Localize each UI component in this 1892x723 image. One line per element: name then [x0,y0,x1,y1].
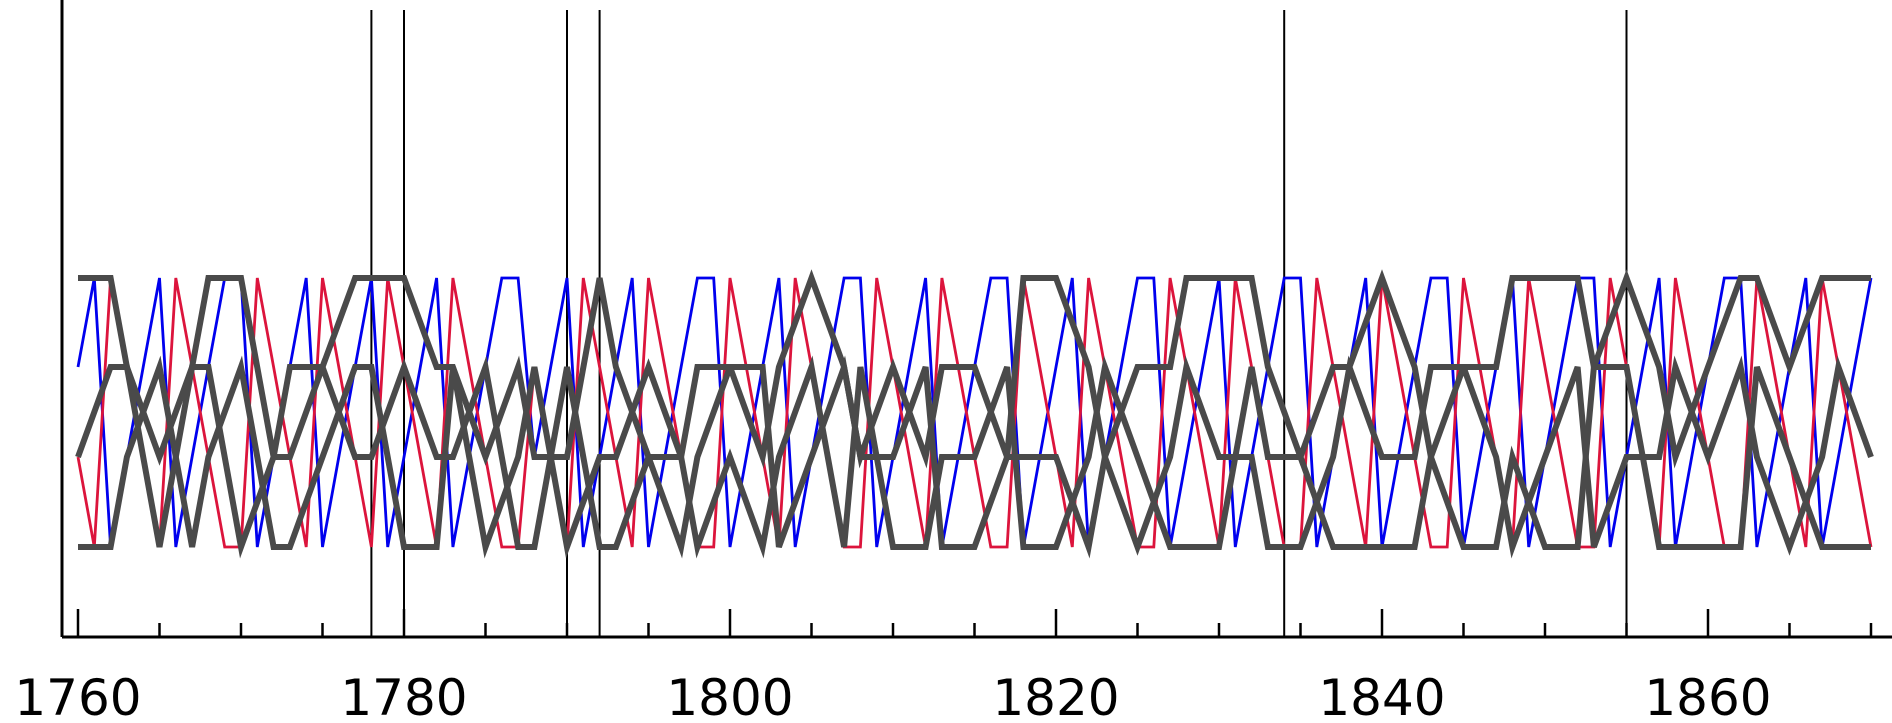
x-tick-label-1860: 1860 [1644,669,1771,723]
series-lines [78,278,1871,547]
x-tick-label-1820: 1820 [992,669,1119,723]
x-tick-label-1760: 1760 [14,669,141,723]
x-tick-label-1840: 1840 [1318,669,1445,723]
x-tick-label-1800: 1800 [666,669,793,723]
x-ticks: 1760 1780 1800 1820 1840 1860 [14,609,1871,723]
series-line-red-1 [78,278,1871,547]
x-tick-label-1780: 1780 [340,669,467,723]
